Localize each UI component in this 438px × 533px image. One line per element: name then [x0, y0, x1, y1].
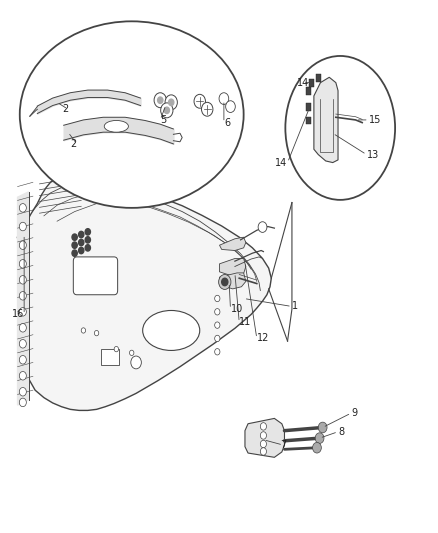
Text: 12: 12 — [256, 334, 268, 343]
Text: 9: 9 — [350, 408, 357, 418]
Circle shape — [214, 349, 219, 355]
Circle shape — [129, 350, 134, 356]
Circle shape — [221, 278, 227, 286]
Circle shape — [19, 292, 26, 300]
Circle shape — [19, 276, 26, 284]
Polygon shape — [18, 192, 28, 405]
Circle shape — [78, 239, 84, 246]
Polygon shape — [219, 273, 245, 289]
Circle shape — [218, 274, 230, 289]
Text: 13: 13 — [366, 150, 378, 159]
Circle shape — [260, 448, 266, 455]
Bar — [305, 103, 310, 111]
Circle shape — [131, 356, 141, 369]
Circle shape — [114, 346, 118, 352]
Circle shape — [164, 107, 169, 114]
Circle shape — [214, 295, 219, 302]
Circle shape — [214, 322, 219, 328]
Text: 15: 15 — [368, 115, 380, 125]
Text: 8: 8 — [337, 427, 343, 437]
Text: 14: 14 — [275, 158, 287, 167]
Text: 14: 14 — [296, 78, 308, 87]
Circle shape — [72, 242, 77, 248]
Text: 7: 7 — [279, 440, 286, 450]
Circle shape — [19, 204, 26, 212]
Circle shape — [314, 433, 323, 443]
Polygon shape — [244, 418, 284, 457]
Circle shape — [19, 340, 26, 348]
Circle shape — [78, 247, 84, 254]
Circle shape — [260, 432, 266, 439]
Circle shape — [94, 330, 99, 336]
Circle shape — [165, 95, 177, 110]
Polygon shape — [313, 77, 337, 163]
Text: 16: 16 — [12, 310, 24, 319]
Ellipse shape — [20, 21, 243, 208]
Circle shape — [260, 440, 266, 448]
Polygon shape — [219, 259, 245, 276]
Circle shape — [72, 234, 77, 240]
Circle shape — [81, 328, 85, 333]
Circle shape — [19, 398, 26, 407]
Text: 10: 10 — [230, 304, 242, 314]
Polygon shape — [219, 237, 245, 251]
Circle shape — [214, 335, 219, 342]
Text: 2: 2 — [62, 104, 68, 114]
Circle shape — [19, 324, 26, 332]
Circle shape — [214, 309, 219, 315]
Text: 11: 11 — [239, 318, 251, 327]
Circle shape — [219, 93, 228, 104]
Circle shape — [85, 229, 90, 235]
Bar — [101, 349, 118, 365]
Circle shape — [168, 99, 173, 106]
Circle shape — [312, 442, 321, 453]
Text: 2: 2 — [71, 139, 77, 149]
Ellipse shape — [104, 120, 128, 132]
Circle shape — [201, 102, 212, 116]
Text: 1: 1 — [291, 302, 297, 311]
Circle shape — [72, 250, 77, 256]
Bar — [305, 117, 310, 124]
Polygon shape — [18, 177, 271, 410]
Circle shape — [157, 97, 162, 103]
Circle shape — [19, 372, 26, 380]
Circle shape — [260, 423, 266, 430]
Circle shape — [225, 101, 235, 112]
Circle shape — [19, 308, 26, 316]
Circle shape — [19, 387, 26, 396]
Text: 6: 6 — [223, 118, 230, 127]
Circle shape — [19, 260, 26, 268]
Ellipse shape — [285, 56, 394, 200]
Circle shape — [19, 222, 26, 231]
Circle shape — [194, 94, 205, 108]
Circle shape — [154, 93, 166, 108]
Bar — [305, 87, 310, 95]
Ellipse shape — [142, 310, 199, 351]
Bar — [315, 74, 321, 82]
Circle shape — [318, 422, 326, 433]
Circle shape — [85, 237, 90, 243]
FancyBboxPatch shape — [73, 257, 117, 295]
Circle shape — [78, 231, 84, 238]
Text: 5: 5 — [160, 115, 166, 125]
Circle shape — [85, 245, 90, 251]
Circle shape — [160, 103, 173, 118]
Circle shape — [258, 222, 266, 232]
Bar — [308, 79, 314, 87]
Circle shape — [19, 241, 26, 249]
Circle shape — [19, 356, 26, 364]
